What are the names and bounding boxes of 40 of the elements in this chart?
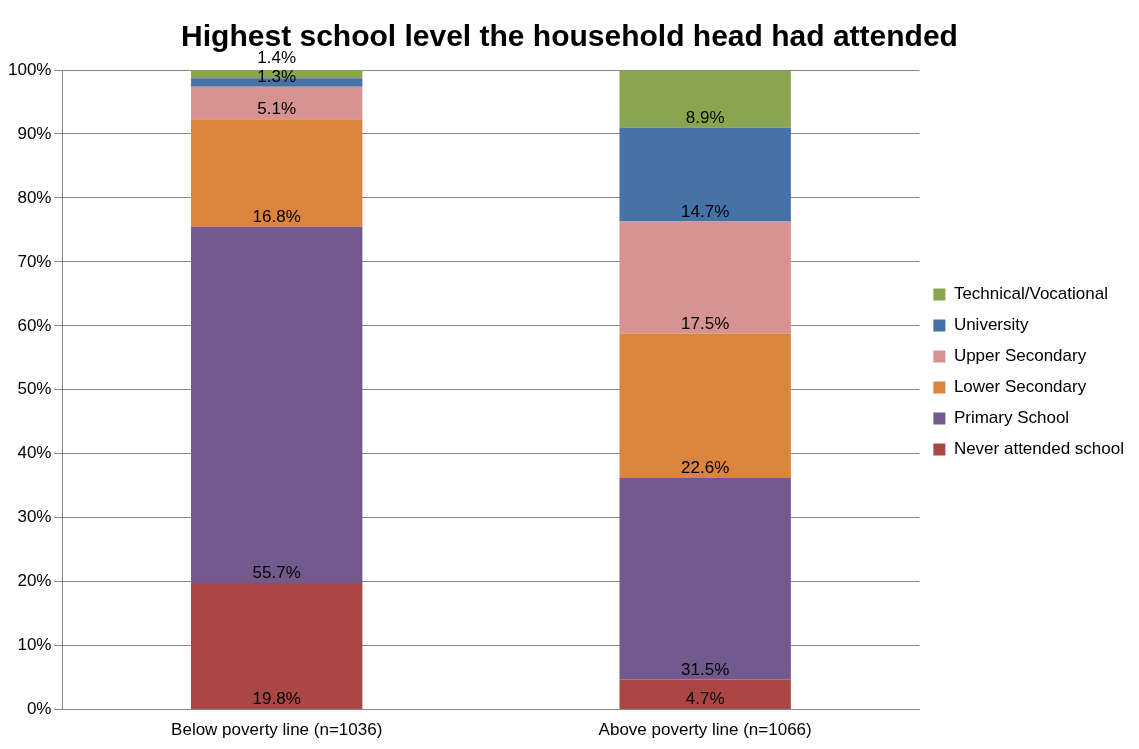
data-label: 4.7% (685, 689, 725, 709)
bar (619, 70, 791, 128)
y-tick-label: 80% (17, 187, 52, 207)
data-label: 22.6% (681, 458, 730, 478)
y-tick-label: 20% (17, 571, 52, 591)
y-tick-label: 70% (17, 251, 52, 271)
x-tick-label: Below poverty line (n=1036) (171, 720, 383, 740)
y-tick-label: 90% (17, 123, 52, 143)
data-label: 8.9% (685, 107, 725, 127)
bar (619, 221, 791, 334)
y-tick-label: 100% (8, 59, 52, 79)
y-tick-label: 10% (17, 635, 52, 655)
data-label: 14.7% (681, 201, 730, 221)
y-tick-label: 60% (17, 315, 52, 335)
data-label: 1.4% (257, 47, 297, 67)
bar (619, 333, 791, 479)
y-tick-label: 30% (17, 507, 52, 527)
legend-label: Lower Secondary (953, 377, 1087, 397)
data-label: 17.5% (681, 313, 730, 333)
y-tick-label: 0% (26, 699, 52, 719)
bar (191, 86, 363, 120)
data-label: 16.8% (252, 206, 301, 226)
data-label: 19.8% (252, 689, 301, 709)
bar (619, 478, 791, 680)
legend-label: Upper Secondary (953, 346, 1087, 366)
legend-label: Never attended school (953, 439, 1124, 459)
legend-label: Primary School (953, 408, 1070, 428)
y-tick-label: 50% (17, 379, 52, 399)
legend-label: Technical/Vocational (953, 284, 1108, 304)
data-label: 31.5% (681, 659, 730, 679)
bar (619, 679, 791, 710)
legend-label: University (953, 315, 1030, 335)
bar (191, 582, 363, 710)
x-tick-label: Above poverty line (n=1066) (598, 720, 812, 740)
data-label: 55.7% (252, 563, 301, 583)
data-label: 5.1% (257, 99, 297, 119)
bar (191, 119, 363, 227)
y-tick-label: 40% (17, 443, 52, 463)
bar (191, 226, 363, 583)
bar (619, 127, 791, 222)
